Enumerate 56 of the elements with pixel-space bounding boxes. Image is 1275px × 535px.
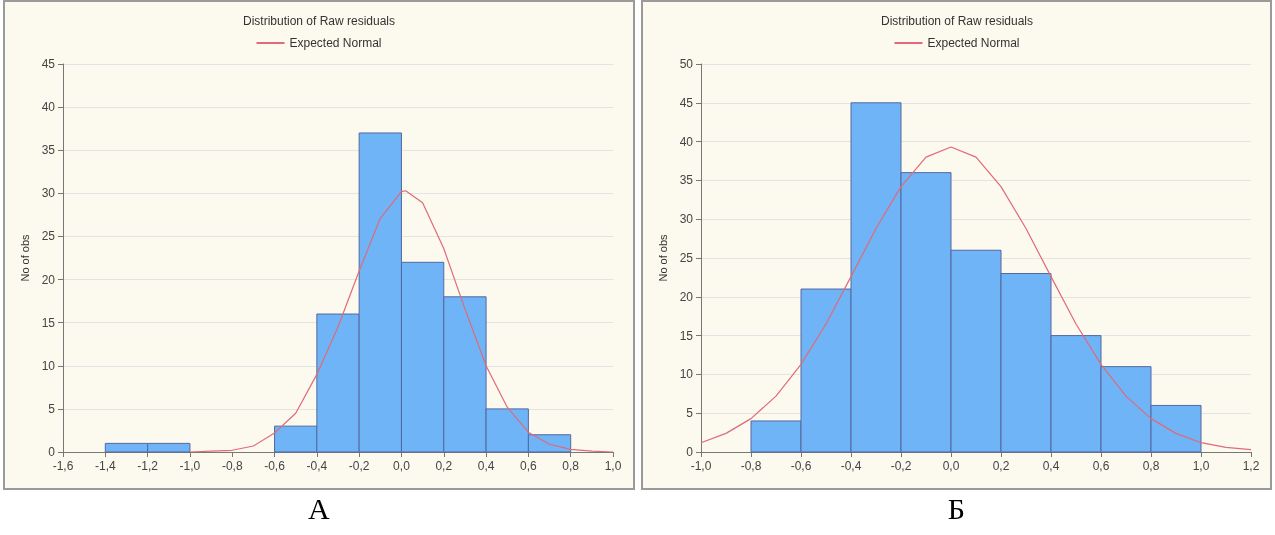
- x-tick-label: 0,2: [992, 459, 1010, 473]
- x-tick-label: -0,2: [890, 459, 912, 473]
- chart-title: Distribution of Raw residuals: [242, 14, 396, 28]
- y-tick-label: 20: [679, 289, 693, 304]
- y-tick-label: 25: [679, 251, 693, 265]
- y-tick-label: 25: [41, 229, 56, 244]
- y-tick-label: 20: [41, 272, 56, 287]
- y-axis-title: No of obs: [656, 233, 669, 282]
- x-tick-label: 0,0: [393, 459, 411, 473]
- y-tick-label: 10: [41, 358, 56, 373]
- x-tick-label: -0,6: [790, 459, 812, 473]
- y-tick-label: 10: [679, 367, 693, 382]
- y-tick-label: 5: [685, 406, 693, 421]
- y-tick-label: 35: [679, 173, 693, 188]
- x-tick-label: 1,2: [1242, 459, 1260, 473]
- y-tick-label: 30: [679, 212, 693, 227]
- legend-label: Expected Normal: [289, 36, 382, 50]
- y-tick-label: 45: [41, 57, 56, 71]
- legend-label: Expected Normal: [926, 36, 1020, 50]
- y-tick-label: 40: [679, 134, 693, 149]
- x-tick-label: -0,6: [264, 459, 286, 473]
- y-tick-label: 0: [685, 445, 693, 459]
- x-tick-label: 0,6: [520, 459, 538, 473]
- x-tick-label: 0,4: [477, 459, 495, 473]
- x-tick-label: -1,2: [137, 459, 159, 473]
- x-tick-label: -1,6: [52, 459, 74, 473]
- line-series: [189, 190, 614, 453]
- text: Б: [946, 492, 966, 527]
- x-tick-label: 0,6: [1092, 459, 1110, 473]
- y-tick-label: 15: [679, 328, 693, 343]
- x-tick-label: 0,0: [942, 459, 960, 473]
- text: A: [306, 492, 331, 527]
- x-tick-label: 0,8: [562, 459, 580, 473]
- x-tick-label: -0,4: [840, 459, 862, 473]
- y-tick-label: 5: [48, 401, 56, 416]
- x-tick-label: 1,0: [604, 459, 622, 473]
- y-tick-label: 35: [41, 143, 56, 158]
- x-tick-label: 1,0: [1192, 459, 1210, 473]
- x-tick-label: -1,0: [690, 459, 712, 473]
- x-tick-label: -0,8: [221, 459, 243, 473]
- y-tick-label: 45: [679, 95, 693, 110]
- y-tick-label: 40: [41, 100, 56, 115]
- x-tick-label: 0,8: [1142, 459, 1160, 473]
- x-tick-label: -1,0: [179, 459, 201, 473]
- y-tick-label: 50: [679, 57, 693, 71]
- y-tick-label: 0: [48, 445, 56, 459]
- x-tick-label: -0,8: [740, 459, 762, 473]
- y-tick-label: 30: [41, 186, 56, 201]
- x-tick-label: -1,4: [94, 459, 116, 473]
- y-tick-label: 15: [41, 315, 56, 330]
- x-tick-label: 0,2: [435, 459, 453, 473]
- x-tick-label: -0,4: [306, 459, 328, 473]
- x-tick-label: -0,2: [348, 459, 370, 473]
- y-axis-title: No of obs: [19, 233, 32, 282]
- chart-title: Distribution of Raw residuals: [880, 14, 1033, 28]
- x-tick-label: 0,4: [1042, 459, 1060, 473]
